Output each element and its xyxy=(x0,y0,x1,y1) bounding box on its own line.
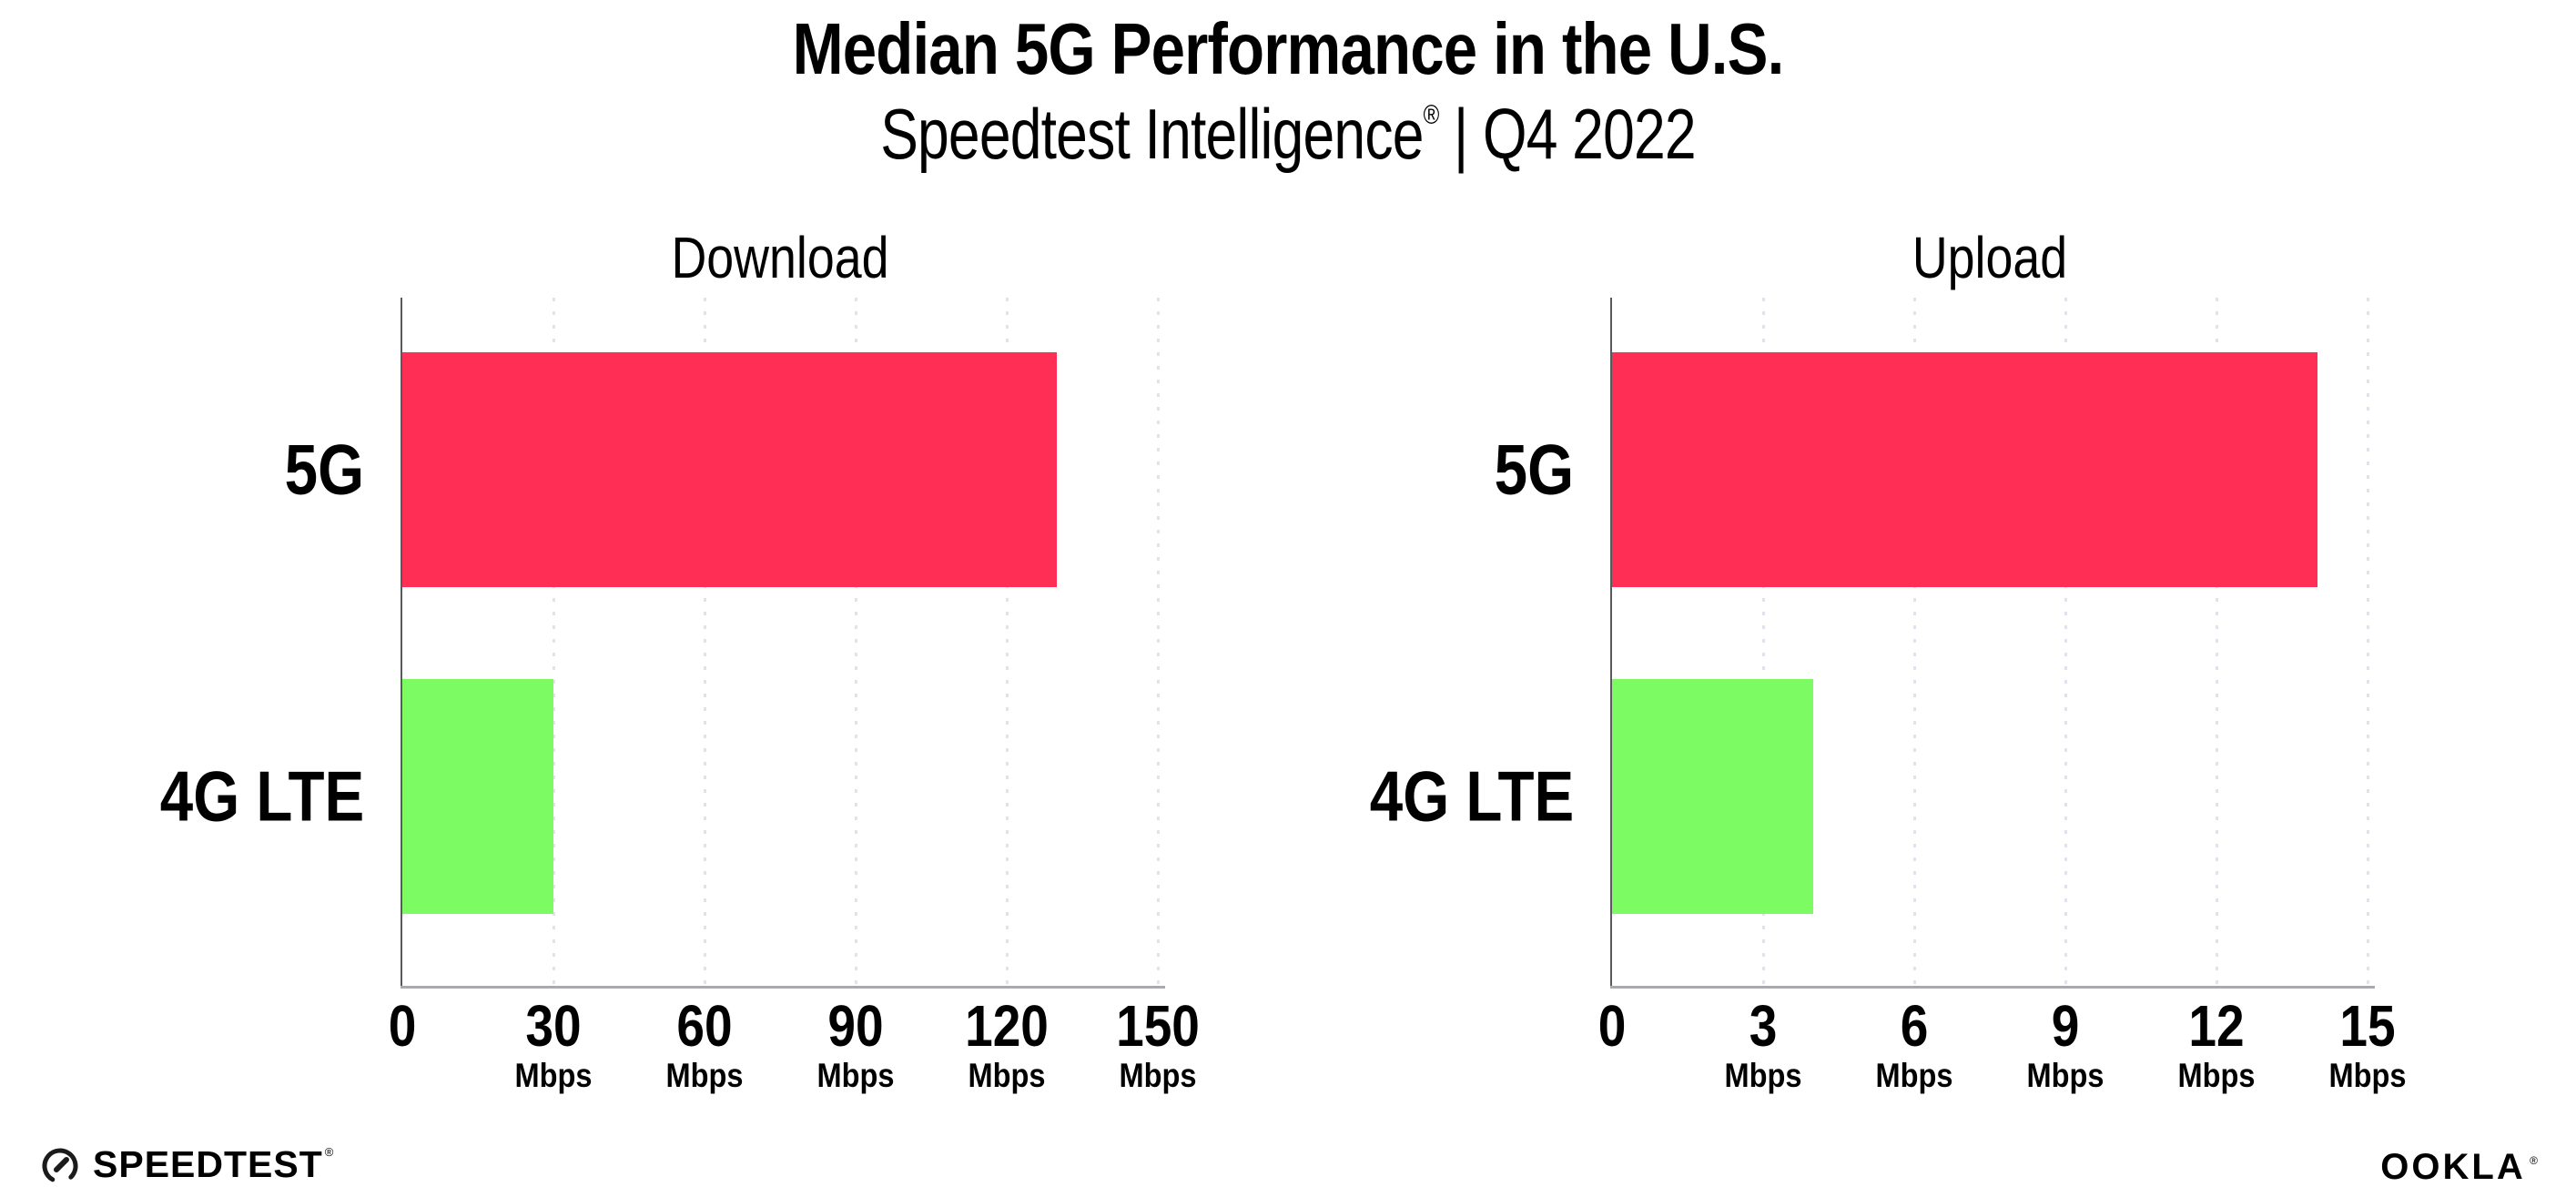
category-label-5g-download: 5G xyxy=(284,429,364,510)
tick-value-download-90: 90 xyxy=(827,993,884,1059)
page-subtitle: Speedtest Intelligence® | Q4 2022 xyxy=(258,93,2318,176)
speedtest-logo: SPEEDTEST ® xyxy=(40,1143,333,1185)
category-label-4g-lte-download: 4G LTE xyxy=(159,756,364,837)
tick-unit-upload-3: Mbps xyxy=(1724,1057,1802,1094)
subtitle-period: | Q4 2022 xyxy=(1438,94,1697,174)
gridline-download-60 xyxy=(704,298,706,986)
tick-value-upload-0: 0 xyxy=(1597,993,1627,1059)
gridline-download-120 xyxy=(1006,298,1009,986)
tick-download-0: 0 xyxy=(302,993,502,1059)
chart-title-download: Download xyxy=(671,225,889,290)
tick-upload-12: 12 Mbps xyxy=(2116,993,2317,1094)
gridline-upload-12 xyxy=(2216,298,2218,986)
tick-upload-15: 15 Mbps xyxy=(2267,993,2468,1094)
tick-value-download-150: 150 xyxy=(1116,993,1200,1059)
y-axis-download xyxy=(401,298,402,989)
tick-download-150: 150 Mbps xyxy=(1058,993,1258,1094)
tick-unit-download-30: Mbps xyxy=(514,1057,593,1094)
bar-5g-download xyxy=(402,352,1057,587)
subtitle-brand: Speedtest Intelligence xyxy=(880,94,1424,174)
gridline-upload-6 xyxy=(1913,298,1916,986)
gridline-download-30 xyxy=(553,298,555,986)
tick-unit-upload-15: Mbps xyxy=(2328,1057,2407,1094)
tick-value-download-120: 120 xyxy=(965,993,1049,1059)
tick-unit-upload-9: Mbps xyxy=(2026,1057,2104,1094)
speedtest-gauge-icon xyxy=(42,1148,78,1184)
tick-unit-download-150: Mbps xyxy=(1119,1057,1197,1094)
tick-unit-upload-6: Mbps xyxy=(1875,1057,1953,1094)
tick-download-30: 30 Mbps xyxy=(453,993,654,1094)
tick-value-upload-6: 6 xyxy=(1900,993,1929,1059)
ookla-registered-icon: ® xyxy=(2530,1154,2538,1167)
page-title: Median 5G Performance in the U.S. xyxy=(792,8,1785,89)
speedtest-wordmark: SPEEDTEST xyxy=(93,1142,323,1185)
tick-value-upload-9: 9 xyxy=(2051,993,2080,1059)
speedtest-registered-icon: ® xyxy=(324,1144,334,1159)
x-axis-upload xyxy=(1610,986,2375,989)
tick-download-90: 90 Mbps xyxy=(756,993,956,1094)
tick-upload-0: 0 xyxy=(1512,993,1712,1059)
category-label-4g-lte-upload: 4G LTE xyxy=(1369,756,1574,837)
registered-trademark-icon: ® xyxy=(1423,100,1440,130)
tick-upload-3: 3 Mbps xyxy=(1663,993,1863,1094)
tick-value-download-30: 30 xyxy=(525,993,582,1059)
gridline-upload-3 xyxy=(1762,298,1765,986)
tick-unit-download-90: Mbps xyxy=(816,1057,895,1094)
tick-download-120: 120 Mbps xyxy=(907,993,1107,1094)
tick-upload-9: 9 Mbps xyxy=(1965,993,2165,1094)
bar-5g-upload xyxy=(1612,352,2317,587)
tick-value-upload-15: 15 xyxy=(2339,993,2396,1059)
tick-upload-6: 6 Mbps xyxy=(1814,993,2014,1094)
tick-value-download-0: 0 xyxy=(388,993,417,1059)
ookla-logo: OOKLA ® xyxy=(2380,1147,2538,1188)
tick-value-download-60: 60 xyxy=(676,993,733,1059)
ookla-wordmark: OOKLA xyxy=(2380,1147,2526,1187)
chart-title-upload: Upload xyxy=(1912,225,2068,290)
bar-4g-lte-download xyxy=(402,679,553,914)
x-axis-download xyxy=(401,986,1165,989)
gridline-upload-15 xyxy=(2367,298,2369,986)
tick-value-upload-3: 3 xyxy=(1749,993,1778,1059)
y-axis-upload xyxy=(1610,298,1612,989)
gridline-download-90 xyxy=(855,298,857,986)
gridline-download-150 xyxy=(1157,298,1160,986)
gridline-upload-9 xyxy=(2064,298,2067,986)
tick-unit-upload-12: Mbps xyxy=(2177,1057,2256,1094)
tick-unit-download-60: Mbps xyxy=(665,1057,744,1094)
category-label-5g-upload: 5G xyxy=(1494,429,1574,510)
tick-unit-download-120: Mbps xyxy=(968,1057,1046,1094)
bar-4g-lte-upload xyxy=(1612,679,1813,914)
tick-download-60: 60 Mbps xyxy=(604,993,805,1094)
tick-value-upload-12: 12 xyxy=(2188,993,2245,1059)
